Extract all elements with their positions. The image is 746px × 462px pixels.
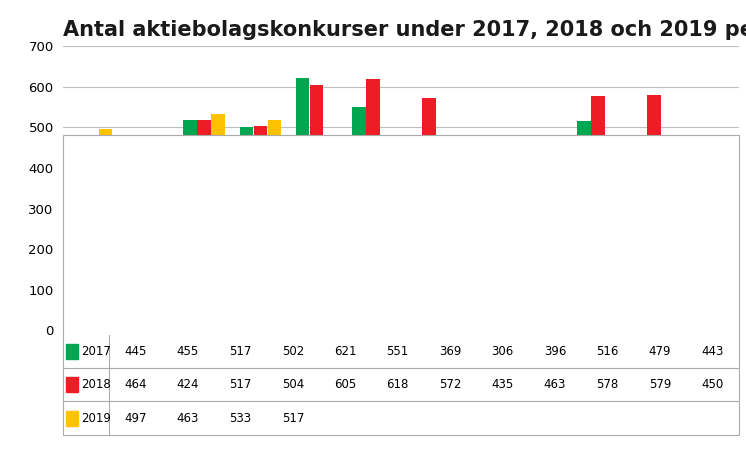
Bar xyxy=(141,158,154,330)
Text: 621: 621 xyxy=(334,345,357,358)
Bar xyxy=(422,98,436,330)
Text: 551: 551 xyxy=(386,345,409,358)
Bar xyxy=(521,170,534,330)
Bar xyxy=(239,127,253,330)
Text: 516: 516 xyxy=(596,345,618,358)
Text: 618: 618 xyxy=(386,378,409,391)
Text: 443: 443 xyxy=(701,345,724,358)
Text: 464: 464 xyxy=(125,378,147,391)
Text: 497: 497 xyxy=(125,412,147,425)
Text: 605: 605 xyxy=(334,378,357,391)
Text: 463: 463 xyxy=(544,378,566,391)
Bar xyxy=(310,85,323,330)
Bar xyxy=(85,142,98,330)
Text: 517: 517 xyxy=(282,412,304,425)
Text: 424: 424 xyxy=(177,378,199,391)
Bar xyxy=(66,344,78,359)
Bar xyxy=(408,181,421,330)
Text: 517: 517 xyxy=(229,345,251,358)
Text: 479: 479 xyxy=(648,345,671,358)
Bar xyxy=(591,96,605,330)
Bar xyxy=(211,114,225,330)
Text: 579: 579 xyxy=(649,378,671,391)
Bar xyxy=(352,107,366,330)
Bar xyxy=(648,95,661,330)
Text: 578: 578 xyxy=(596,378,618,391)
Text: 2018: 2018 xyxy=(81,378,110,391)
Bar xyxy=(184,121,197,330)
Bar xyxy=(254,126,267,330)
Text: 2019: 2019 xyxy=(81,412,111,425)
Text: 435: 435 xyxy=(492,378,514,391)
Text: 369: 369 xyxy=(439,345,461,358)
Bar xyxy=(633,136,647,330)
Bar xyxy=(268,121,281,330)
Text: 572: 572 xyxy=(439,378,461,391)
Text: 504: 504 xyxy=(282,378,304,391)
Bar xyxy=(66,377,78,392)
Text: 502: 502 xyxy=(282,345,304,358)
Bar xyxy=(197,121,211,330)
Bar xyxy=(366,79,380,330)
Text: 2017: 2017 xyxy=(81,345,111,358)
Bar xyxy=(71,150,84,330)
Bar xyxy=(535,142,548,330)
Bar xyxy=(689,151,703,330)
Text: Antal aktiebolagskonkurser under 2017, 2018 och 2019 per månad: Antal aktiebolagskonkurser under 2017, 2… xyxy=(63,16,746,40)
Text: 396: 396 xyxy=(544,345,566,358)
Text: 306: 306 xyxy=(492,345,514,358)
Bar xyxy=(127,146,140,330)
Text: 450: 450 xyxy=(701,378,724,391)
Bar xyxy=(703,148,717,330)
Bar xyxy=(465,206,478,330)
Bar xyxy=(295,78,310,330)
Text: 445: 445 xyxy=(125,345,147,358)
Bar xyxy=(99,128,113,330)
Bar xyxy=(66,411,78,426)
Bar xyxy=(577,121,591,330)
Bar xyxy=(155,142,169,330)
Text: 463: 463 xyxy=(177,412,199,425)
Text: 533: 533 xyxy=(229,412,251,425)
Text: 455: 455 xyxy=(177,345,199,358)
Text: 517: 517 xyxy=(229,378,251,391)
Bar xyxy=(479,154,492,330)
